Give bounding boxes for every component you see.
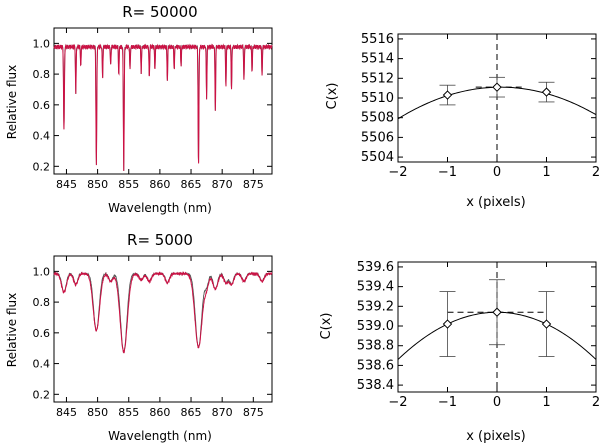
y-tick-label: 539.6	[357, 260, 394, 275]
x-tick-label: 865	[181, 406, 202, 419]
y-tick-label: 0.8	[33, 68, 51, 81]
chart-title: R= 5000	[127, 231, 193, 249]
y-tick-label: 1.0	[33, 265, 51, 278]
centroid-panel-r5000: −2 −1 0 1 2 538.4 538.6 538.8 539.0 539.2 539.4 53…	[319, 260, 600, 444]
series-line-model	[53, 43, 273, 171]
data-point	[492, 82, 502, 92]
data-point	[442, 90, 453, 100]
y-tick-label: 5508	[361, 111, 394, 126]
data-point	[541, 319, 552, 329]
y-tick-label: 5510	[361, 91, 394, 106]
x-tick-label: 875	[243, 406, 264, 419]
y-tick-label: 538.4	[357, 378, 394, 393]
y-tick-label: 5506	[361, 130, 394, 145]
x-tick-label: 870	[212, 178, 233, 191]
series-line-observed	[53, 271, 273, 354]
x-tick-label: 855	[118, 178, 139, 191]
x-tick-label: 850	[87, 406, 108, 419]
x-tick-label: 860	[149, 406, 170, 419]
x-tick-label: 870	[212, 406, 233, 419]
x-tick-label: 2	[592, 165, 600, 180]
y-axis-label: C(x)	[325, 83, 340, 110]
x-tick-label: 850	[87, 178, 108, 191]
x-tick-label: 845	[56, 406, 77, 419]
x-axis-label: x (pixels)	[466, 195, 526, 210]
spectrum-panel-r5000: R= 5000 845 850 855 860 865 870 875 0.2 0.4 0.6 0…	[5, 231, 273, 443]
y-tick-label: 1.0	[33, 37, 51, 50]
y-tick-label: 0.6	[33, 327, 51, 340]
series-line-model	[53, 271, 273, 354]
x-axis-label: Wavelength (nm)	[108, 429, 212, 443]
y-tick-label: 538.6	[357, 358, 394, 373]
x-tick-label: 875	[243, 178, 264, 191]
x-tick-label: −2	[388, 395, 407, 410]
y-tick-label: 0.4	[33, 130, 51, 143]
x-tick-label: 2	[592, 395, 600, 410]
x-tick-label: 0	[493, 165, 501, 180]
data-point	[492, 307, 502, 317]
y-tick-label: 539.4	[357, 280, 394, 295]
x-tick-label: −2	[388, 165, 407, 180]
x-tick-label: 860	[149, 178, 170, 191]
x-tick-label: −1	[438, 395, 457, 410]
y-tick-label: 5514	[361, 52, 394, 67]
series-line-observed	[53, 43, 273, 171]
centroid-panel-r50000: −2 −1 0 1 2 5504 5506 5508 5510 5512 5514 5516 x (…	[325, 32, 600, 210]
x-axis-label: x (pixels)	[466, 429, 526, 444]
y-tick-label: 0.4	[33, 358, 51, 371]
x-tick-label: 845	[56, 178, 77, 191]
y-tick-label: 0.2	[33, 160, 51, 173]
x-tick-label: 1	[542, 165, 550, 180]
y-axis-label: Relative flux	[5, 65, 19, 139]
y-tick-label: 0.2	[33, 388, 51, 401]
spectrum-panel-r50000: R= 50000 845 850 855 860 865 870 875 0.2 0.4 0.6…	[5, 3, 273, 215]
x-tick-label: −1	[438, 165, 457, 180]
y-tick-label: 0.8	[33, 296, 51, 309]
x-tick-label: 1	[542, 395, 550, 410]
plot-frame	[53, 27, 273, 175]
x-axis-label: Wavelength (nm)	[108, 201, 212, 215]
chart-title: R= 50000	[122, 3, 197, 21]
data-point	[442, 319, 453, 329]
x-tick-label: 865	[181, 178, 202, 191]
plot-frame	[53, 255, 273, 403]
x-tick-label: 0	[493, 395, 501, 410]
y-tick-label: 539.2	[357, 299, 394, 314]
y-axis-label: C(x)	[319, 313, 334, 340]
x-tick-label: 855	[118, 406, 139, 419]
y-tick-label: 5512	[361, 71, 394, 86]
y-tick-label: 5504	[361, 150, 394, 165]
y-tick-label: 538.8	[357, 339, 394, 354]
y-axis-label: Relative flux	[5, 293, 19, 367]
y-tick-label: 0.6	[33, 99, 51, 112]
y-tick-label: 5516	[361, 32, 394, 47]
y-tick-label: 539.0	[357, 319, 394, 334]
data-point	[541, 87, 552, 97]
